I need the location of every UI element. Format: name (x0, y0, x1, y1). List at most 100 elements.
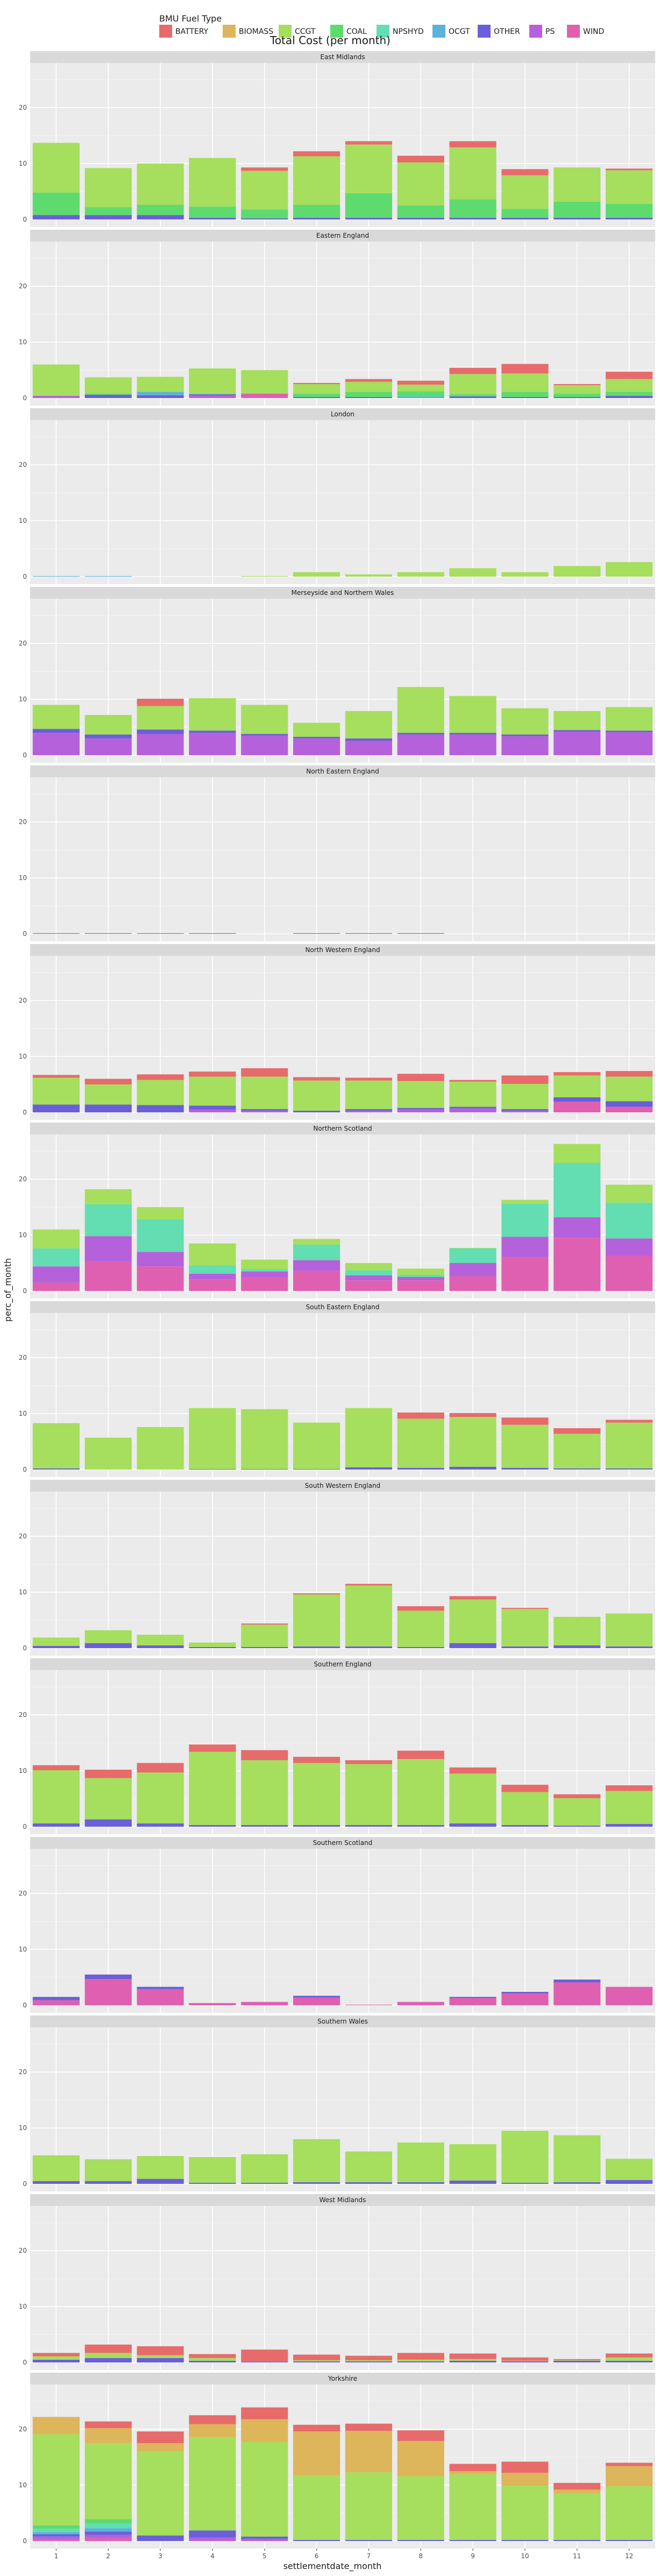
bar-segment-ccgt (293, 384, 340, 394)
bar-segment-other (32, 1645, 80, 1648)
y-tick-label: 20 (19, 2247, 27, 2254)
bar-segment-coal (137, 204, 184, 215)
y-tick-label: 20 (19, 282, 27, 290)
facet-strip (30, 2194, 655, 2206)
bar-segment-ccgt (449, 2474, 496, 2540)
bar-segment-ccgt (137, 706, 184, 730)
bar-segment-ccgt (553, 1075, 601, 1097)
bar-segment-ccgt (397, 687, 444, 733)
bar-segment-wind (84, 2538, 132, 2541)
bar-segment-other (345, 396, 392, 398)
bar-segment-ccgt (397, 2142, 444, 2182)
bar-segment-coal (553, 393, 601, 397)
bar-segment-ccgt (501, 1609, 549, 1647)
legend-key-npshyd (377, 25, 389, 38)
bar-segment-other (84, 1104, 132, 1112)
bar-segment-wind (397, 1280, 444, 1291)
bar-segment-ccgt (606, 1791, 653, 1824)
bar-segment-battery (293, 1077, 340, 1081)
bar-segment-ps (189, 1273, 236, 1280)
bar-segment-other (32, 1104, 80, 1112)
bar-segment-ccgt (606, 1076, 653, 1102)
bar-segment-ccgt (397, 1268, 444, 1275)
bar-segment-ccgt (501, 2131, 549, 2183)
bar-segment-ps (241, 1271, 288, 1278)
bar-segment-ccgt (189, 368, 236, 394)
bar-segment-battery (553, 384, 601, 386)
bar-segment-ccgt (606, 1184, 653, 1203)
bar-segment-other (449, 2360, 496, 2362)
bar-segment-ccgt (189, 1751, 236, 1825)
bar-segment-ps (553, 1217, 601, 1238)
bar-segment-other (606, 1823, 653, 1827)
bar-segment-other (32, 215, 80, 219)
bar-segment-other (293, 2182, 340, 2184)
bar-segment-ps (84, 738, 132, 755)
bar-segment-other (137, 1645, 184, 1648)
legend-label-ccgt: CCGT (295, 27, 316, 36)
bar-segment-ccgt (345, 144, 392, 194)
bar-segment-wind (345, 1280, 392, 1291)
bar-segment-other (84, 933, 132, 934)
bar-segment-battery (84, 1769, 132, 1778)
bar-segment-wind (32, 2000, 80, 2005)
facet-strip-label: Yorkshire (328, 2375, 357, 2382)
bar-segment-battery (84, 2421, 132, 2429)
bar-segment-other (293, 1468, 340, 1470)
bar-segment-ccgt (84, 1437, 132, 1470)
bar-segment-npshyd (84, 2523, 132, 2529)
x-axis: 1 2 3 4 5 6 7 8 9 10 11 12 (54, 2549, 633, 2560)
bar-segment-battery (137, 699, 184, 706)
bar-segment-other (241, 218, 288, 219)
facet-north-eastern-england: North Eastern England 0 10 20 (19, 765, 655, 941)
y-tick-label: 10 (19, 338, 27, 346)
bar-segment-other (137, 1986, 184, 1989)
bar-segment-ps (241, 1110, 288, 1112)
bar-segment-coal (84, 393, 132, 395)
bar-segment-ccgt (32, 1077, 80, 1105)
y-tick-label: 20 (19, 1711, 27, 1719)
y-tick-label: 20 (19, 461, 27, 469)
bar-segment-ps (189, 733, 236, 755)
y-tick-label: 0 (23, 930, 27, 938)
y-tick-label: 10 (19, 2124, 27, 2132)
bar-segment-coal (293, 204, 340, 218)
facet-strip-label: Northern Scotland (313, 1125, 372, 1132)
bar-segment-coal (189, 207, 236, 218)
y-tick-label: 10 (19, 1231, 27, 1239)
panel-background (30, 63, 655, 227)
bar-segment-ccgt (293, 2360, 340, 2361)
legend-label-wind: WIND (583, 27, 604, 36)
bar-segment-other (137, 395, 184, 398)
bar-segment-wind (449, 1276, 496, 1291)
bar-segment-other (32, 2534, 80, 2537)
bar-segment-battery (501, 2461, 549, 2473)
bar-segment-ccgt (606, 1613, 653, 1647)
bar-segment-ccgt (345, 2360, 392, 2361)
bar-segment-battery (449, 367, 496, 374)
bar-segment-ccgt (293, 2475, 340, 2540)
bar-segment-ccgt (397, 2476, 444, 2540)
y-tick-label: 20 (19, 1175, 27, 1183)
facet-southern-england: Southern England 0 10 20 (19, 1658, 655, 1834)
bar-segment-wind (137, 1989, 184, 2005)
bar-segment-ps (449, 734, 496, 755)
bar-segment-ps (345, 740, 392, 755)
bar-segment-ccgt (345, 381, 392, 392)
bar-segment-other (606, 1646, 653, 1648)
bar-segment-ccgt (553, 385, 601, 394)
bar-segment-other (241, 1468, 288, 1470)
bar-segment-ccgt (241, 576, 288, 577)
bar-segment-battery (553, 2482, 601, 2490)
bar-segment-ccgt (189, 1408, 236, 1469)
bar-segment-other (553, 2182, 601, 2184)
bar-segment-other (189, 2360, 236, 2362)
y-tick-label: 0 (23, 2537, 27, 2545)
y-tick-label: 20 (19, 997, 27, 1004)
bar-segment-battery (501, 169, 549, 175)
facet-strip-label: Southern England (314, 1660, 371, 1668)
bar-segment-battery (553, 1428, 601, 1434)
bar-segment-ccgt (553, 711, 601, 730)
bar-segment-ccgt (606, 2486, 653, 2540)
bar-segment-npshyd (501, 1203, 549, 1237)
